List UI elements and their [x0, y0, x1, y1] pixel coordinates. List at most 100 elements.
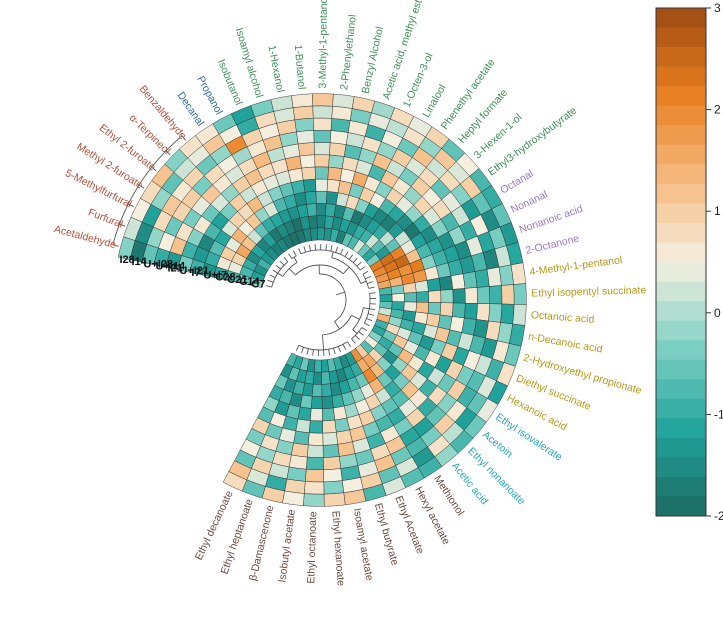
heatmap-cell	[312, 371, 322, 385]
heatmap-cell	[510, 262, 526, 285]
compound-label: n-Decanoic acid	[527, 331, 603, 356]
heatmap-cell	[322, 419, 337, 434]
dendrogram	[112, 135, 376, 356]
colorbar-segment	[656, 359, 706, 380]
heatmap-cell	[476, 303, 490, 322]
heatmap-cell	[326, 179, 341, 193]
sample-label: I21	[167, 263, 182, 275]
colorbar-segment	[656, 8, 706, 28]
heatmap-cell	[322, 444, 340, 458]
sample-label: U+I7	[203, 269, 227, 281]
heatmap-cell	[313, 142, 331, 156]
compound-label: Phenethyl acetate	[439, 57, 498, 132]
heatmap-cell	[323, 456, 342, 470]
sample-label: U+I28	[143, 258, 173, 270]
heatmap-cell	[304, 468, 324, 483]
heatmap-cell	[428, 290, 442, 303]
colorbar-tick-label: 3	[714, 1, 721, 15]
heatmap-cell	[314, 166, 329, 180]
heatmap-cell	[451, 302, 466, 319]
sample-label: I14	[131, 256, 147, 268]
heatmap-cell	[476, 286, 491, 304]
heatmap-cell	[328, 154, 345, 169]
compound-label: Octanoic acid	[530, 309, 594, 326]
compound-label: Ethyl isopentyl succinate	[531, 284, 646, 299]
heatmap-cell	[513, 283, 527, 305]
heatmap-cell	[316, 203, 327, 217]
heatmap-cell	[308, 420, 323, 434]
compound-label: Acetaldehyde	[53, 223, 118, 251]
heatmap-cell	[489, 285, 503, 305]
heatmap-cell	[450, 273, 466, 290]
heatmap-cell	[309, 408, 323, 422]
heatmap-cell	[308, 215, 318, 229]
compound-label: Furfural	[86, 206, 124, 230]
colorbar-segment	[656, 418, 706, 439]
heatmap-cell	[304, 481, 325, 495]
compound-label: 1-Hexanol	[265, 44, 286, 93]
compound-label: Octanal	[498, 168, 535, 197]
heatmap-cell	[403, 292, 417, 303]
colorbar-segment	[656, 125, 706, 146]
colorbar: 3 2 1 0 -1 -2	[655, 1, 723, 523]
colorbar-segment	[656, 457, 706, 478]
heatmap-cell	[294, 117, 314, 133]
sample-labels: C7C14C21C28U+I7I7U+I21I21U+I14U+I28I14I2…	[119, 254, 265, 290]
heatmap-cell	[440, 289, 454, 304]
compound-label: Ethyl hexanoate	[329, 510, 346, 586]
compound-label: 1-Butanol	[292, 44, 308, 90]
heatmap-cell	[322, 407, 336, 422]
heatmap-cell	[334, 417, 350, 433]
heatmap-cell	[323, 468, 343, 483]
heatmap-cell	[321, 395, 334, 410]
colorbar-segment	[656, 164, 706, 185]
colorbar-tick-label: 0	[714, 306, 721, 320]
heatmap-cell	[301, 166, 316, 181]
heatmap-cell	[311, 383, 323, 397]
heatmap-cell	[296, 130, 315, 145]
colorbar-segment	[656, 47, 706, 67]
heatmap-cell	[486, 266, 502, 287]
colorbar-segment	[656, 281, 706, 302]
heatmap-cell	[438, 275, 454, 291]
compound-label: Isoamyl acetate	[351, 507, 376, 582]
heatmap-cell	[439, 302, 454, 317]
heatmap-cell	[403, 301, 417, 313]
heatmap-cell	[304, 191, 317, 205]
heatmap-cell	[314, 154, 330, 168]
compound-label: Benzyl Alcohol	[360, 26, 386, 95]
compound-label: Linalool	[420, 82, 448, 119]
colorbar-segment	[656, 222, 706, 243]
sample-label: C28	[215, 272, 235, 284]
colorbar-segment	[656, 203, 706, 224]
heatmap-cell	[452, 288, 466, 304]
heatmap-cell	[302, 178, 317, 193]
heatmap-cell	[323, 480, 344, 495]
compound-label: Ethyl butyrate	[372, 502, 401, 567]
heatmap-cell	[331, 105, 353, 121]
heatmap-cell	[315, 178, 329, 192]
colorbar-segment	[656, 320, 706, 341]
heatmap-cell	[416, 291, 430, 303]
colorbar-tick-label: 2	[714, 103, 721, 117]
heatmap-cell	[488, 303, 503, 323]
sample-label: C7	[251, 278, 265, 290]
heatmap-cell	[313, 117, 333, 131]
sample-label: C21	[227, 274, 247, 286]
colorbar-segment	[656, 398, 706, 419]
colorbar-tick-label: -2	[714, 509, 723, 523]
compound-label: 2-Octanone	[524, 233, 580, 257]
heatmap-cell	[299, 154, 316, 169]
colorbar-segment	[656, 496, 706, 517]
compound-label: Nonanal	[509, 188, 550, 215]
heatmap-cell	[315, 190, 328, 204]
heatmap-cell	[310, 396, 323, 410]
heatmap-cell	[307, 432, 324, 446]
heatmap-cell	[329, 142, 347, 157]
heatmap-cell	[317, 227, 325, 241]
heatmap-cell	[323, 492, 346, 507]
heatmap-cells	[117, 93, 527, 507]
compound-label: 3-Methyl-1-pentanol	[317, 0, 330, 89]
compound-label: Ethyl octanoate	[305, 511, 319, 584]
